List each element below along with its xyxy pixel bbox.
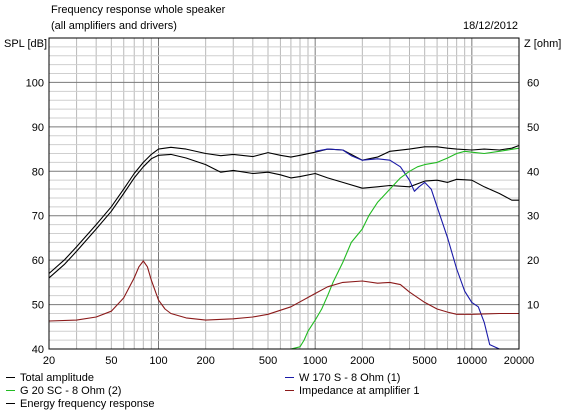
legend-item-w170s: W 170 S - 8 Ohm (1): [285, 372, 400, 384]
series-line-g-20-sc-8-ohm-2-: [49, 147, 520, 350]
series-line-w-170-s-8-ohm-1-: [315, 148, 519, 350]
legend-swatch: [6, 389, 15, 391]
x-tick-label: 20: [43, 355, 55, 367]
x-tick-label: 2000: [350, 355, 374, 367]
chart-date: 18/12/2012: [463, 20, 519, 32]
x-tick-label: 10000: [457, 355, 488, 367]
legend-swatch: [6, 376, 15, 378]
legend-swatch: [6, 402, 15, 404]
series-line-energy-frequency-response: [48, 144, 520, 274]
x-tick-label: 20000: [504, 355, 535, 367]
y-right-tick-label: 10: [527, 300, 539, 312]
y-left-tick-label: 60: [32, 255, 44, 267]
x-tick-label: 200: [196, 355, 214, 367]
y-left-axis-label: SPL [dB]: [4, 38, 48, 50]
y-left-tick-label: 70: [32, 211, 44, 223]
x-tick-label: 5000: [412, 355, 436, 367]
y-right-tick-label: 60: [527, 77, 539, 89]
legend-item-energy: Energy frequency response: [6, 398, 155, 410]
y-right-tick-label: 50: [527, 122, 539, 134]
x-tick-label: 500: [259, 355, 277, 367]
y-left-tick-label: 80: [32, 166, 44, 178]
y-right-tick-labels: 10 20 30 40 50 60: [527, 77, 539, 311]
y-left-tick-label: 40: [32, 344, 44, 356]
y-left-tick-labels: 40 50 60 70 80 90 100: [26, 77, 44, 356]
chart-title: Frequency response whole speaker: [51, 4, 226, 16]
y-right-tick-label: 40: [527, 166, 539, 178]
y-right-axis-label: Z [ohm]: [524, 38, 562, 50]
series-lines: [48, 144, 520, 350]
chart-subtitle: (all amplifiers and drivers): [51, 20, 177, 32]
grid: [48, 37, 520, 350]
legend-item-impedance: Impedance at amplifier 1: [285, 385, 419, 397]
series-line-impedance-at-amplifier-1: [48, 260, 519, 322]
legend-swatch: [285, 376, 294, 378]
y-left-tick-label: 50: [32, 300, 44, 312]
x-tick-label: 100: [149, 355, 167, 367]
legend-item-g20sc: G 20 SC - 8 Ohm (2): [6, 385, 121, 397]
x-tick-label: 50: [105, 355, 117, 367]
x-tick-labels: 20 50 100 200 500 1000 2000 5000 10000 20000: [43, 355, 534, 367]
x-tick-label: 1000: [303, 355, 327, 367]
legend-swatch: [285, 389, 294, 391]
series-line-total-amplitude: [48, 153, 519, 279]
y-left-tick-label: 100: [26, 77, 44, 89]
y-left-tick-label: 90: [32, 122, 44, 134]
y-right-tick-label: 20: [527, 255, 539, 267]
plot-frame: [48, 37, 520, 350]
legend-item-total-amplitude: Total amplitude: [6, 372, 94, 384]
y-right-tick-label: 30: [527, 211, 539, 223]
